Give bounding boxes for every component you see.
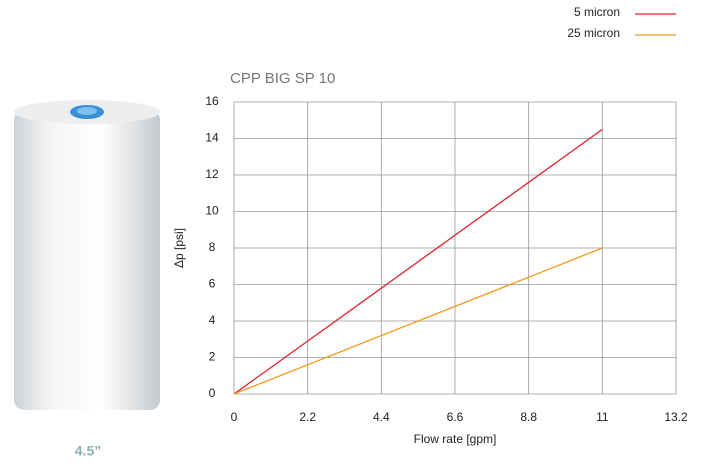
x-tick-label: 11 — [596, 410, 609, 424]
x-axis-label: Flow rate [gpm] — [414, 432, 497, 446]
chart-title: CPP BIG SP 10 — [230, 70, 335, 87]
x-tick-label: 2.2 — [299, 410, 316, 424]
y-tick-label: 0 — [209, 386, 216, 400]
x-tick-label: 0 — [231, 410, 238, 424]
y-tick-label: 6 — [209, 277, 216, 291]
x-tick-label: 6.6 — [447, 410, 464, 424]
series-line — [233, 247, 603, 395]
image-caption: 4.5” — [75, 443, 101, 459]
product-image — [14, 100, 160, 410]
legend-label: 25 micron — [567, 26, 620, 40]
series-line — [233, 128, 603, 395]
x-tick-label: 13.2 — [664, 410, 688, 424]
y-tick-label: 14 — [205, 131, 219, 145]
x-tick-label: 8.8 — [520, 410, 537, 424]
y-tick-label: 12 — [205, 167, 219, 181]
x-tick-label: 4.4 — [373, 410, 390, 424]
legend-label: 5 micron — [574, 5, 620, 19]
y-tick-label: 2 — [209, 350, 216, 364]
y-tick-label: 16 — [205, 94, 219, 108]
y-tick-label: 10 — [205, 204, 219, 218]
y-tick-label: 4 — [209, 313, 216, 327]
y-tick-label: 8 — [209, 240, 216, 254]
y-axis-label: Δp [psi] — [172, 228, 186, 268]
